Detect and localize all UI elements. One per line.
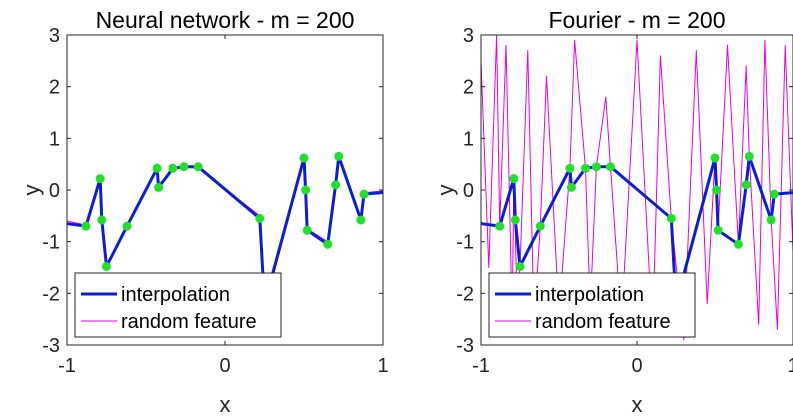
legend-box bbox=[74, 272, 282, 338]
data-point bbox=[334, 151, 344, 161]
chart-title: Neural network - m = 200 bbox=[96, 7, 355, 33]
series-line-interpolation bbox=[67, 154, 383, 306]
y-tick-label: -2 bbox=[456, 283, 474, 305]
data-point bbox=[122, 221, 132, 231]
y-tick-label: 1 bbox=[49, 128, 60, 150]
data-point bbox=[152, 163, 162, 173]
x-tick-label: -1 bbox=[58, 355, 76, 377]
data-point bbox=[515, 261, 525, 271]
data-point bbox=[712, 185, 722, 195]
data-point bbox=[495, 221, 505, 231]
data-point bbox=[81, 221, 91, 231]
legend-label-interpolation: interpolation bbox=[121, 284, 230, 306]
panel-neural-network: -3 -2 -1 0 1 2 3 -1 0 1 Neural network - m = 200 x y… bbox=[19, 7, 389, 417]
x-tick-label: -1 bbox=[472, 355, 490, 377]
series-line-interpolation bbox=[481, 154, 793, 306]
y-tick-label: 3 bbox=[49, 25, 60, 47]
legend-label-random-feature: random feature bbox=[535, 311, 671, 333]
y-tick-label: -3 bbox=[456, 335, 474, 357]
y-tick-label: 2 bbox=[463, 77, 474, 99]
data-point bbox=[102, 261, 111, 271]
y-tick-label: 1 bbox=[463, 128, 474, 150]
x-tick-label: 1 bbox=[377, 355, 388, 377]
data-point bbox=[302, 225, 312, 235]
data-point bbox=[566, 182, 576, 192]
data-point bbox=[733, 239, 743, 249]
panel-fourier: -3 -2 -1 0 1 2 3 -1 0 1 Fourier - m = 200 x y interpo… bbox=[433, 7, 793, 417]
data-point bbox=[509, 174, 519, 184]
x-axis-label: x bbox=[220, 392, 231, 417]
data-point bbox=[766, 215, 776, 225]
data-point bbox=[713, 225, 723, 235]
data-point bbox=[710, 153, 720, 163]
data-point bbox=[535, 221, 545, 231]
data-point bbox=[168, 163, 178, 173]
data-point bbox=[179, 162, 189, 172]
data-point bbox=[359, 189, 369, 199]
data-point bbox=[301, 185, 311, 195]
data-point bbox=[741, 180, 751, 190]
legend-label-interpolation: interpolation bbox=[535, 284, 644, 306]
data-point bbox=[323, 239, 333, 249]
data-point bbox=[510, 215, 520, 225]
data-point bbox=[565, 163, 575, 173]
y-axis-label: y bbox=[433, 185, 458, 196]
y-tick-label: -3 bbox=[42, 335, 60, 357]
y-tick-label: 3 bbox=[463, 25, 474, 47]
data-point bbox=[299, 153, 309, 163]
chart-title: Fourier - m = 200 bbox=[548, 7, 725, 33]
data-point bbox=[591, 162, 601, 172]
data-point bbox=[581, 163, 591, 173]
data-point bbox=[605, 162, 615, 172]
y-tick-label: -2 bbox=[42, 283, 60, 305]
x-tick-label: 0 bbox=[631, 355, 642, 377]
x-tick-label: 0 bbox=[219, 355, 230, 377]
y-tick-label: -1 bbox=[42, 232, 60, 254]
data-point bbox=[95, 174, 105, 184]
data-point bbox=[193, 162, 203, 172]
data-point bbox=[744, 151, 754, 161]
data-point bbox=[97, 215, 107, 225]
legend-box bbox=[488, 272, 696, 338]
data-point bbox=[331, 180, 341, 190]
y-tick-label: 0 bbox=[49, 180, 60, 202]
data-point bbox=[356, 215, 366, 225]
x-tick-label: 1 bbox=[787, 355, 793, 377]
y-tick-label: -1 bbox=[456, 232, 474, 254]
y-tick-label: 2 bbox=[49, 77, 60, 99]
data-point bbox=[666, 213, 676, 223]
legend-label-random-feature: random feature bbox=[121, 311, 257, 333]
x-axis-label: x bbox=[632, 392, 643, 417]
y-tick-label: 0 bbox=[463, 180, 474, 202]
y-axis-label: y bbox=[19, 185, 44, 196]
data-point bbox=[255, 213, 265, 223]
data-point bbox=[769, 189, 779, 199]
data-point bbox=[154, 182, 164, 192]
